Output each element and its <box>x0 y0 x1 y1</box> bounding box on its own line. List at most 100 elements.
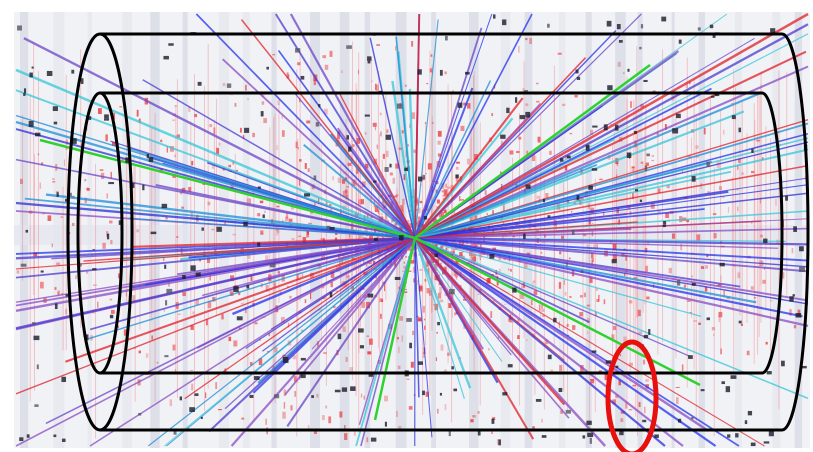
dot <box>506 108 509 113</box>
dot <box>168 43 173 46</box>
hit <box>398 426 401 429</box>
hit <box>411 362 414 368</box>
dot <box>515 97 517 103</box>
dot <box>385 422 387 427</box>
hit <box>245 85 247 91</box>
hit <box>448 303 451 308</box>
dot <box>560 158 563 161</box>
hit <box>440 263 442 264</box>
hit <box>775 199 776 206</box>
dot <box>526 185 531 189</box>
dot <box>194 393 198 396</box>
hit <box>445 184 446 188</box>
hit <box>294 391 296 397</box>
hit <box>424 319 425 321</box>
dot <box>389 164 391 168</box>
hit <box>386 129 388 133</box>
dot <box>577 77 580 80</box>
dot <box>318 104 320 107</box>
dot <box>607 85 612 90</box>
dot <box>739 321 742 324</box>
dot <box>525 112 530 118</box>
hit <box>565 292 567 296</box>
hit <box>302 273 304 277</box>
dot <box>244 128 249 133</box>
dot <box>418 177 422 182</box>
dot <box>592 126 597 128</box>
hit <box>395 46 396 50</box>
dot <box>586 421 591 425</box>
hit <box>40 282 44 289</box>
dot <box>266 67 269 70</box>
hit <box>623 72 624 73</box>
hit <box>393 178 395 184</box>
hit <box>109 221 112 224</box>
hit <box>325 65 329 70</box>
dot <box>619 40 623 43</box>
hit <box>459 196 460 201</box>
hit <box>233 340 237 346</box>
dot <box>492 419 495 424</box>
hit <box>339 411 342 417</box>
hit <box>396 411 398 417</box>
hit <box>460 126 464 131</box>
hit <box>651 160 654 161</box>
dot <box>104 114 109 118</box>
dot <box>368 61 371 64</box>
dot <box>24 88 26 93</box>
dot <box>706 162 710 167</box>
hit <box>644 407 645 414</box>
hit <box>365 132 367 134</box>
dot <box>799 246 804 251</box>
hit <box>643 360 645 365</box>
hit <box>684 284 686 287</box>
hit <box>508 269 509 271</box>
hit <box>438 293 441 299</box>
hit <box>228 165 231 167</box>
hit <box>376 44 380 46</box>
dot <box>26 230 28 233</box>
hit <box>399 316 403 321</box>
hit <box>572 325 575 330</box>
hit <box>518 46 519 53</box>
dot <box>615 125 618 131</box>
hit <box>445 404 447 410</box>
hit <box>106 193 107 198</box>
hit <box>160 140 162 142</box>
hit <box>105 134 107 141</box>
hit <box>400 205 403 210</box>
dot <box>201 417 203 419</box>
hit <box>292 238 295 240</box>
dot <box>283 357 289 363</box>
dot <box>721 381 725 384</box>
dot <box>301 358 306 361</box>
dot <box>785 196 788 201</box>
hit <box>559 282 561 289</box>
hit <box>737 207 738 211</box>
hit <box>257 213 260 216</box>
hit <box>48 215 52 221</box>
dot <box>735 433 738 437</box>
dot <box>567 155 571 158</box>
dot <box>639 47 641 49</box>
hit <box>264 211 266 213</box>
dot <box>227 83 231 87</box>
dot <box>147 154 149 158</box>
dot <box>679 40 682 44</box>
hit <box>322 55 326 58</box>
dot <box>142 185 144 191</box>
hit <box>447 186 450 189</box>
dot <box>663 221 666 225</box>
dot <box>237 316 243 320</box>
dot <box>577 195 580 200</box>
hit <box>364 396 365 400</box>
dot <box>418 361 423 365</box>
dot <box>151 232 157 234</box>
dot <box>202 227 204 230</box>
dot <box>543 199 545 203</box>
dot <box>34 404 38 407</box>
dot <box>802 366 807 368</box>
hit <box>310 293 311 299</box>
dot <box>588 185 593 189</box>
dot <box>180 396 182 400</box>
